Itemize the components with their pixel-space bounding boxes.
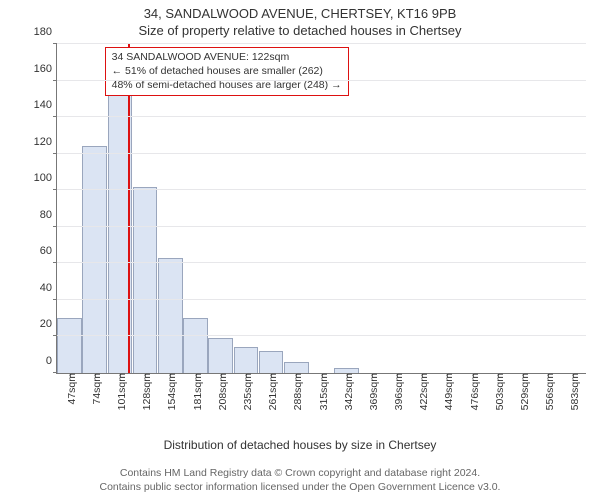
x-tick-label: 449sqm	[439, 373, 455, 410]
x-tick-label: 181sqm	[188, 373, 204, 410]
x-tick-label: 342sqm	[339, 373, 355, 410]
x-tick-label: 369sqm	[364, 373, 380, 410]
y-tick-label: 140	[34, 99, 57, 111]
x-tick-label: 396sqm	[389, 373, 405, 410]
gridline	[57, 80, 586, 81]
x-tick-label: 476sqm	[465, 373, 481, 410]
histogram-bar	[133, 187, 158, 373]
gridline	[57, 116, 586, 117]
x-tick-label: 154sqm	[162, 373, 178, 410]
y-tick-label: 60	[40, 245, 57, 257]
x-tick-label: 101sqm	[112, 373, 128, 410]
x-tick-label: 235sqm	[238, 373, 254, 410]
chart-container: Number of detached properties 34 SANDALW…	[0, 44, 600, 430]
histogram-bar	[208, 338, 233, 373]
gridline	[57, 299, 586, 300]
annotation-line: ← 51% of detached houses are smaller (26…	[112, 65, 342, 79]
footer-attribution: Contains HM Land Registry data © Crown c…	[0, 466, 600, 494]
y-tick-label: 40	[40, 282, 57, 294]
y-tick-mark	[53, 226, 57, 227]
y-tick-mark	[53, 116, 57, 117]
y-tick-label: 80	[40, 209, 57, 221]
histogram-bar	[158, 258, 183, 373]
x-tick-label: 556sqm	[540, 373, 556, 410]
page-title-line2: Size of property relative to detached ho…	[0, 21, 600, 42]
footer-line2: Contains public sector information licen…	[0, 480, 600, 494]
page-title-line1: 34, SANDALWOOD AVENUE, CHERTSEY, KT16 9P…	[0, 0, 600, 21]
y-tick-label: 120	[34, 136, 57, 148]
x-tick-label: 529sqm	[515, 373, 531, 410]
x-tick-label: 583sqm	[565, 373, 581, 410]
y-tick-mark	[53, 43, 57, 44]
footer-line1: Contains HM Land Registry data © Crown c…	[0, 466, 600, 480]
x-tick-label: 422sqm	[414, 373, 430, 410]
x-tick-label: 47sqm	[62, 373, 78, 405]
y-tick-label: 0	[46, 355, 57, 367]
histogram-bar	[82, 146, 107, 373]
y-tick-mark	[53, 335, 57, 336]
gridline	[57, 226, 586, 227]
histogram-bar	[57, 318, 82, 373]
gridline	[57, 189, 586, 190]
x-tick-label: 208sqm	[213, 373, 229, 410]
y-tick-mark	[53, 80, 57, 81]
gridline	[57, 43, 586, 44]
y-tick-mark	[53, 372, 57, 373]
gridline	[57, 335, 586, 336]
x-tick-label: 503sqm	[490, 373, 506, 410]
annotation-line: 48% of semi-detached houses are larger (…	[112, 79, 342, 93]
y-tick-mark	[53, 299, 57, 300]
x-tick-label: 261sqm	[263, 373, 279, 410]
annotation-line: 34 SANDALWOOD AVENUE: 122sqm	[112, 51, 342, 65]
x-axis-label: Distribution of detached houses by size …	[0, 438, 600, 452]
histogram-bar	[183, 318, 208, 373]
x-tick-label: 74sqm	[87, 373, 103, 405]
x-tick-label: 315sqm	[314, 373, 330, 410]
gridline	[57, 262, 586, 263]
x-tick-label: 128sqm	[137, 373, 153, 410]
plot-area: 34 SANDALWOOD AVENUE: 122sqm← 51% of det…	[56, 44, 586, 374]
y-tick-mark	[53, 153, 57, 154]
gridline	[57, 153, 586, 154]
y-tick-label: 20	[40, 318, 57, 330]
x-tick-label: 288sqm	[288, 373, 304, 410]
histogram-bar	[259, 351, 284, 373]
y-tick-mark	[53, 189, 57, 190]
annotation-box: 34 SANDALWOOD AVENUE: 122sqm← 51% of det…	[105, 47, 349, 96]
histogram-bar	[234, 347, 259, 373]
y-tick-mark	[53, 262, 57, 263]
y-tick-label: 160	[34, 63, 57, 75]
y-tick-label: 180	[34, 26, 57, 38]
histogram-bar	[284, 362, 309, 373]
y-tick-label: 100	[34, 172, 57, 184]
